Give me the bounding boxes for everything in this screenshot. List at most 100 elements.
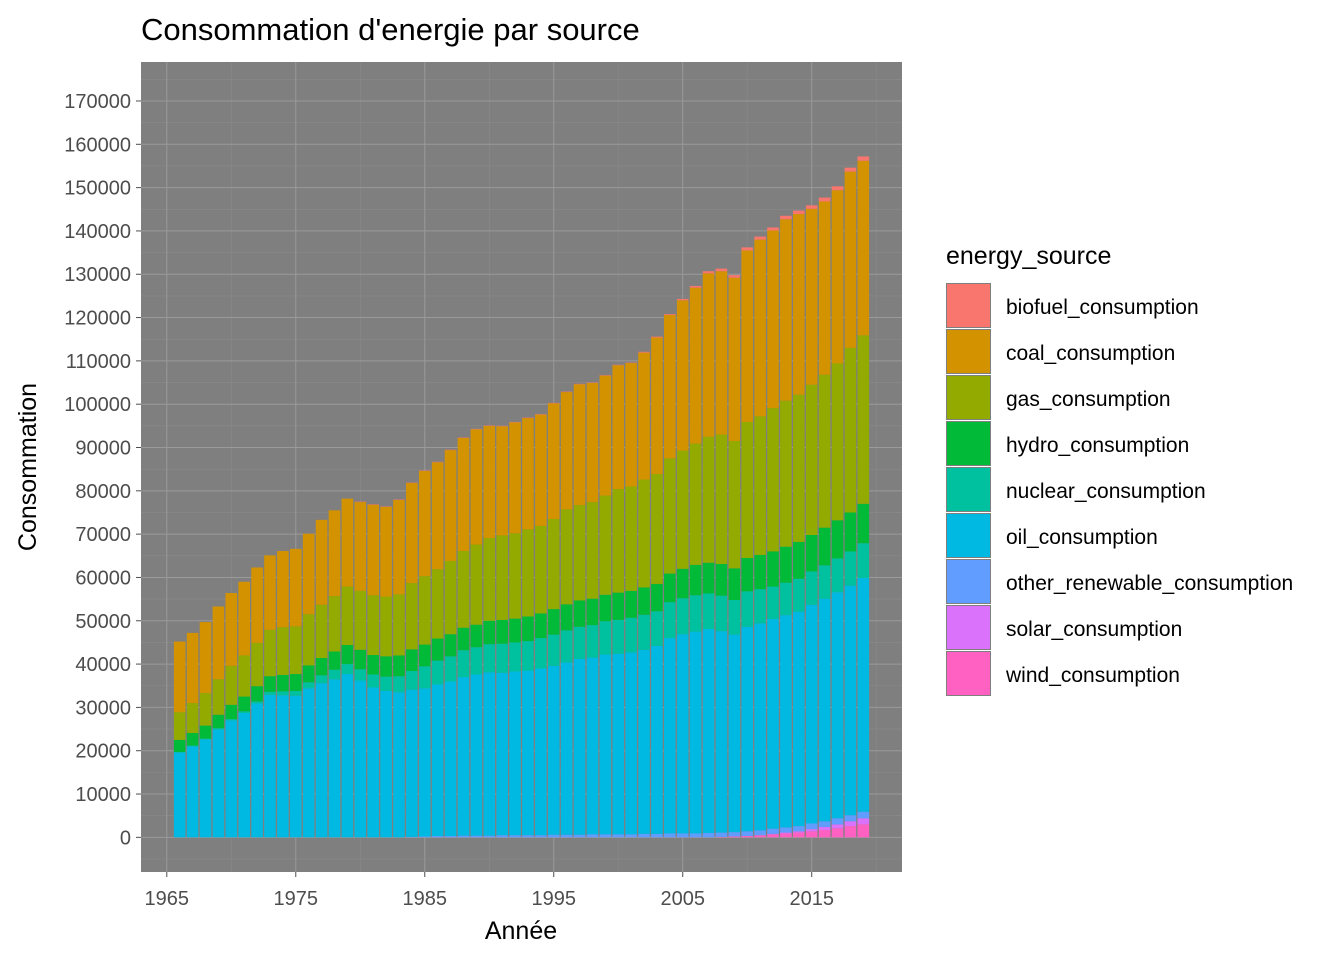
bar-segment-hydro-consumption bbox=[728, 568, 741, 600]
bar-segment-coal-consumption bbox=[289, 548, 302, 627]
bar-segment-hydro-consumption bbox=[664, 573, 676, 603]
bar-segment-coal-consumption bbox=[818, 201, 831, 375]
bar-segment-other-renewable-consumption bbox=[509, 835, 521, 838]
legend-key-oil-consumption bbox=[947, 514, 990, 557]
bar-segment-hydro-consumption bbox=[251, 686, 263, 702]
bar-segment-hydro-consumption bbox=[818, 527, 831, 566]
bar-segment-wind-consumption bbox=[818, 829, 831, 838]
bar-segment-oil-consumption bbox=[844, 585, 857, 816]
bar-segment-coal-consumption bbox=[199, 622, 212, 694]
bar-segment-nuclear-consumption bbox=[638, 614, 650, 650]
bar-segment-coal-consumption bbox=[225, 593, 238, 666]
bar-segment-coal-consumption bbox=[612, 365, 625, 490]
bar-segment-coal-consumption bbox=[728, 277, 741, 442]
bar-segment-gas-consumption bbox=[754, 416, 766, 555]
bar-segment-biofuel-consumption bbox=[715, 268, 728, 272]
bar-segment-hydro-consumption bbox=[535, 613, 547, 639]
y-axis-title: Consommation bbox=[14, 383, 42, 551]
bar-segment-oil-consumption bbox=[406, 689, 418, 837]
x-tick-label: 1985 bbox=[403, 888, 448, 910]
y-tick-label: 70000 bbox=[75, 524, 131, 546]
bar-segment-hydro-consumption bbox=[328, 651, 341, 670]
bar-segment-nuclear-consumption bbox=[444, 656, 457, 682]
bar-segment-gas-consumption bbox=[586, 502, 599, 599]
y-tick-label: 150000 bbox=[64, 178, 131, 200]
bar-segment-nuclear-consumption bbox=[754, 589, 766, 624]
bar-segment-oil-consumption bbox=[522, 670, 534, 836]
bar-segment-hydro-consumption bbox=[393, 655, 405, 677]
bar-segment-nuclear-consumption bbox=[599, 621, 612, 655]
bar-segment-oil-consumption bbox=[173, 752, 186, 838]
bar-segment-coal-consumption bbox=[547, 403, 560, 519]
bar-segment-gas-consumption bbox=[431, 569, 444, 639]
bar-segment-other-renewable-consumption bbox=[844, 815, 857, 822]
legend-label: other_renewable_consumption bbox=[1006, 572, 1293, 595]
bar-segment-gas-consumption bbox=[805, 384, 818, 536]
bar-segment-hydro-consumption bbox=[857, 503, 870, 544]
bar-segment-gas-consumption bbox=[418, 576, 431, 645]
bar-segment-oil-consumption bbox=[599, 654, 612, 835]
bar-segment-hydro-consumption bbox=[186, 732, 199, 746]
bar-segment-hydro-consumption bbox=[844, 512, 857, 552]
bar-segment-hydro-consumption bbox=[805, 535, 818, 572]
bar-segment-oil-consumption bbox=[651, 645, 663, 834]
bar-segment-oil-consumption bbox=[818, 598, 831, 822]
bar-segment-nuclear-consumption bbox=[560, 630, 573, 663]
bar-segment-nuclear-consumption bbox=[535, 638, 547, 669]
bar-segment-nuclear-consumption bbox=[406, 671, 418, 690]
bar-segment-other-renewable-consumption bbox=[483, 835, 496, 838]
bar-segment-biofuel-consumption bbox=[728, 275, 741, 278]
bar-segment-nuclear-consumption bbox=[651, 611, 663, 646]
bar-segment-gas-consumption bbox=[844, 347, 857, 513]
bar-segment-coal-consumption bbox=[173, 641, 186, 713]
bar-segment-coal-consumption bbox=[315, 519, 328, 605]
bar-segment-gas-consumption bbox=[393, 594, 405, 656]
bar-segment-nuclear-consumption bbox=[715, 595, 728, 632]
bar-segment-nuclear-consumption bbox=[418, 666, 431, 689]
bar-segment-oil-consumption bbox=[393, 692, 405, 838]
bar-segment-hydro-consumption bbox=[212, 714, 225, 729]
bar-segment-oil-consumption bbox=[689, 631, 702, 834]
bar-segment-wind-consumption bbox=[831, 828, 844, 838]
bar-segment-coal-consumption bbox=[406, 483, 418, 584]
legend-label: oil_consumption bbox=[1006, 526, 1158, 549]
bar-segment-coal-consumption bbox=[638, 352, 650, 480]
bar-segment-wind-consumption bbox=[793, 832, 805, 838]
bar-segment-hydro-consumption bbox=[741, 557, 754, 592]
bar-segment-other-renewable-consumption bbox=[638, 833, 650, 838]
legend-label: wind_consumption bbox=[1005, 664, 1180, 687]
bar-segment-coal-consumption bbox=[354, 502, 367, 591]
bar-segment-nuclear-consumption bbox=[676, 598, 689, 635]
bar-segment-other-renewable-consumption bbox=[754, 830, 766, 836]
bar-segment-oil-consumption bbox=[754, 623, 766, 831]
bar-segment-gas-consumption bbox=[780, 400, 792, 547]
bar-segment-gas-consumption bbox=[289, 626, 302, 675]
bar-segment-coal-consumption bbox=[302, 533, 315, 615]
bar-segment-coal-consumption bbox=[793, 214, 805, 395]
bar-segment-other-renewable-consumption bbox=[470, 835, 483, 838]
bar-segment-hydro-consumption bbox=[483, 620, 496, 645]
bar-segment-oil-consumption bbox=[664, 638, 676, 834]
bar-segment-oil-consumption bbox=[380, 690, 392, 838]
bar-segment-nuclear-consumption bbox=[818, 565, 831, 599]
bar-segment-other-renewable-consumption bbox=[676, 833, 689, 838]
bar-segment-other-renewable-consumption bbox=[612, 834, 625, 838]
bar-segment-hydro-consumption bbox=[367, 654, 379, 675]
bar-segment-other-renewable-consumption bbox=[625, 834, 637, 838]
bar-segment-hydro-consumption bbox=[380, 656, 392, 677]
y-tick-label: 30000 bbox=[75, 697, 131, 719]
bar-segment-oil-consumption bbox=[302, 688, 315, 838]
bar-segment-hydro-consumption bbox=[264, 676, 276, 692]
bar-segment-gas-consumption bbox=[651, 473, 663, 584]
bar-segment-hydro-consumption bbox=[418, 644, 431, 667]
bar-segment-solar-consumption bbox=[831, 824, 844, 829]
bar-segment-nuclear-consumption bbox=[702, 593, 715, 629]
bar-segment-nuclear-consumption bbox=[522, 641, 534, 671]
bar-segment-gas-consumption bbox=[638, 479, 650, 588]
bar-segment-hydro-consumption bbox=[315, 658, 328, 676]
bar-segment-coal-consumption bbox=[496, 426, 508, 536]
bar-segment-coal-consumption bbox=[238, 581, 250, 656]
bar-segment-coal-consumption bbox=[483, 425, 496, 539]
bar-segment-oil-consumption bbox=[289, 695, 302, 838]
